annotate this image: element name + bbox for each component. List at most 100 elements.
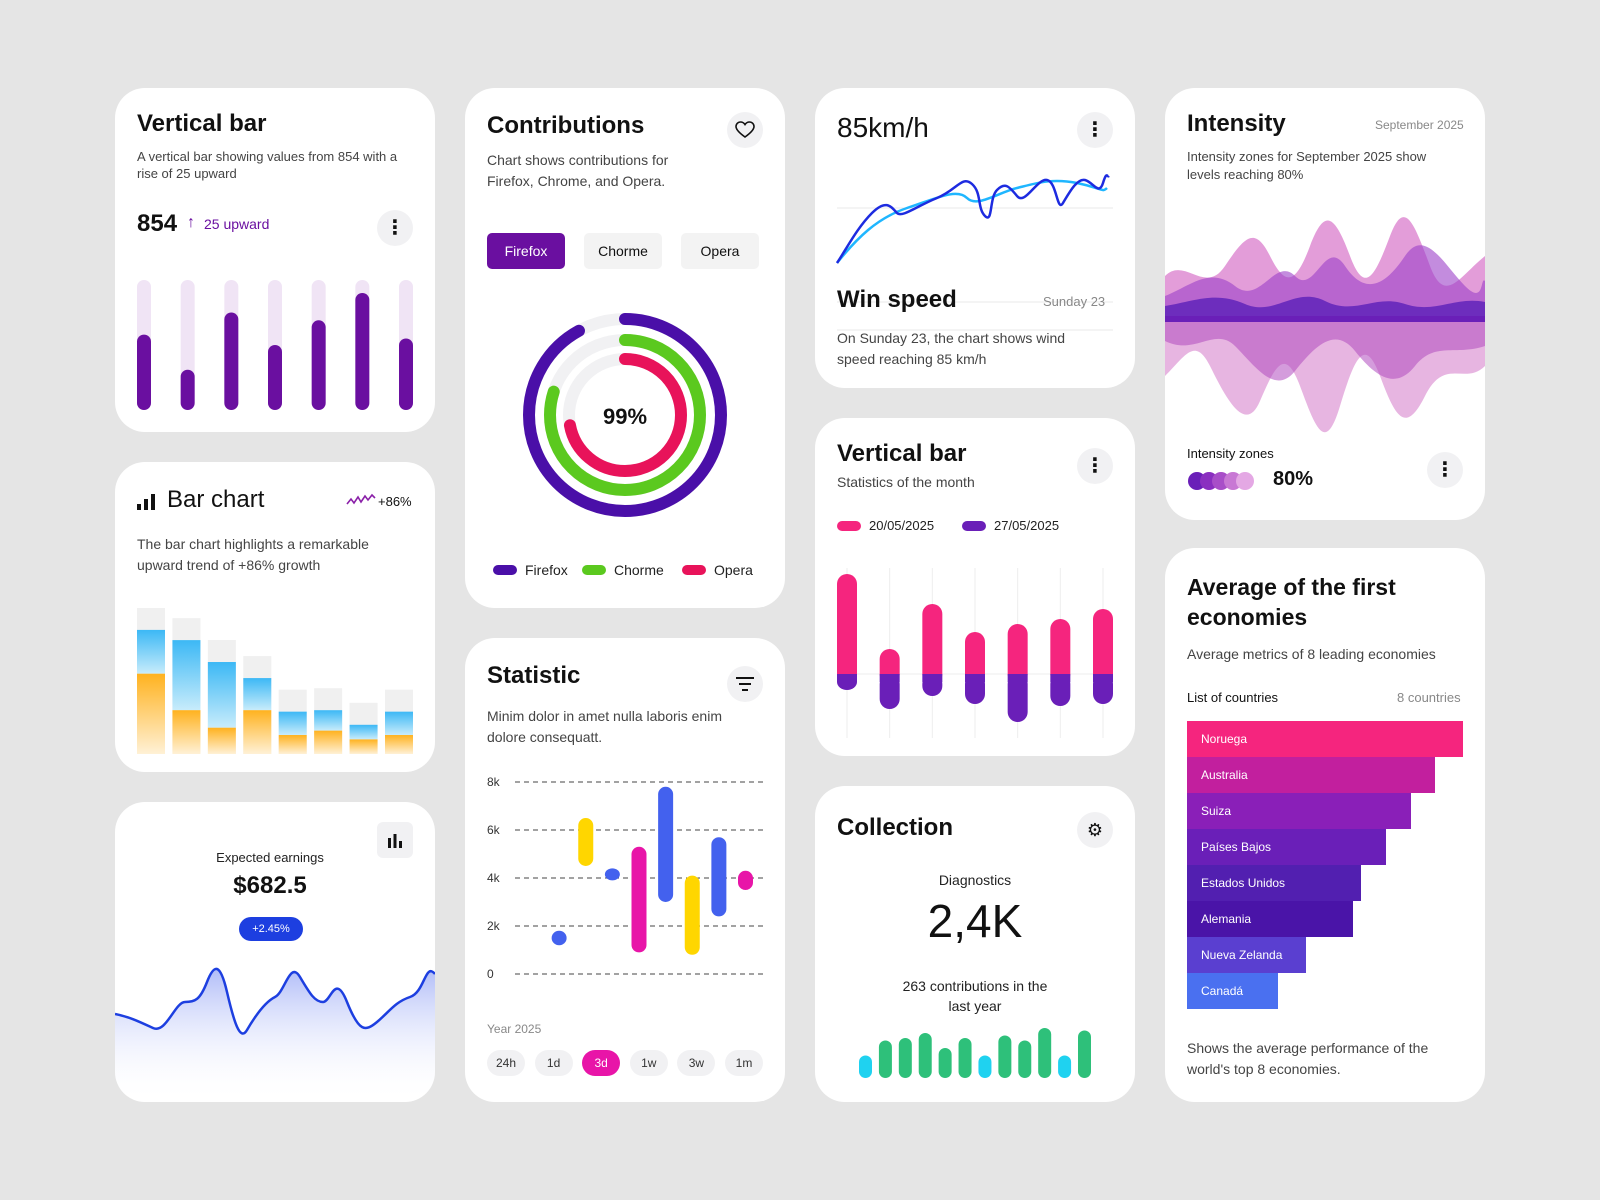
time-range-1m[interactable]: 1m <box>725 1050 763 1076</box>
intensity-value: 80% <box>1273 468 1314 490</box>
more-options-button[interactable]: ⋮ <box>377 210 413 246</box>
more-options-button[interactable]: ⋮ <box>1427 452 1463 488</box>
bar-negative <box>1007 674 1028 722</box>
legend-swatch <box>682 565 706 575</box>
bar-segment-blue <box>207 662 236 728</box>
bar <box>268 345 282 410</box>
bar-segment-blue <box>243 678 272 711</box>
bar <box>355 293 370 410</box>
bar-positive <box>965 632 985 684</box>
country-row[interactable]: Noruega <box>1187 721 1463 757</box>
bar-segment-orange <box>314 730 343 754</box>
chart-view-button[interactable] <box>377 822 413 858</box>
time-range-selector: 24h 1d 3d 1w 3w 1m <box>487 1050 763 1076</box>
contributions-note: 263 contributions in the last year <box>902 978 1048 1014</box>
bar-segment-blue <box>385 711 413 736</box>
bar-segment-orange <box>137 673 165 754</box>
filter-icon <box>736 677 754 691</box>
range-bar <box>658 786 674 902</box>
tab-firefox[interactable]: Firefox <box>487 233 565 269</box>
time-range-3d[interactable]: 3d <box>582 1050 621 1076</box>
y-tick-label: 2k <box>487 919 501 933</box>
range-bar <box>578 818 594 866</box>
ring-arc <box>544 334 706 496</box>
vertical-bar-month-card: Vertical bar Statistics of the month ⋮ 2… <box>815 418 1135 756</box>
kebab-icon: ⋮ <box>1085 119 1105 141</box>
settings-button[interactable]: ⚙ <box>1077 812 1113 848</box>
time-range-1w[interactable]: 1w <box>629 1050 668 1076</box>
country-row[interactable]: Nueva Zelanda <box>1187 937 1306 973</box>
card-title: Vertical bar <box>837 440 967 467</box>
mini-bar-chart <box>859 1028 1091 1078</box>
mini-bar <box>878 1040 892 1078</box>
card-title: Intensity <box>1187 110 1286 137</box>
gear-icon: ⚙ <box>1086 819 1104 840</box>
diverging-bar-chart <box>837 568 1113 738</box>
range-bar <box>711 837 727 917</box>
y-tick-label: 6k <box>487 823 501 837</box>
filter-button[interactable] <box>727 666 763 702</box>
time-range-3w[interactable]: 3w <box>677 1050 716 1076</box>
time-range-24h[interactable]: 24h <box>487 1050 525 1076</box>
bar-segment-blue <box>314 710 343 731</box>
heart-icon <box>735 121 755 138</box>
bar-segment-orange <box>172 710 201 754</box>
kebab-icon: ⋮ <box>385 217 405 239</box>
range-bar <box>604 868 620 881</box>
legend-opera: Opera <box>682 562 753 578</box>
earnings-area-chart <box>115 967 435 1102</box>
card-subtitle: On Sunday 23, the chart shows wind speed… <box>837 330 1066 367</box>
country-row[interactable]: Australia <box>1187 757 1436 793</box>
legend-date-2: 27/05/2025 <box>962 518 1059 533</box>
bar-segment-blue <box>172 640 201 711</box>
kebab-icon: ⋮ <box>1435 459 1455 481</box>
delta-text: 25 upward <box>204 216 270 232</box>
card-title: Statistic <box>487 662 581 689</box>
mini-bar <box>898 1038 912 1078</box>
bar-segment-orange <box>385 735 413 754</box>
card-subtitle: Statistics of the month <box>837 474 975 490</box>
bar <box>311 320 326 410</box>
bar <box>224 312 239 410</box>
legend-label: 20/05/2025 <box>869 518 935 533</box>
contributions-ring-chart <box>523 313 727 517</box>
country-row[interactable]: Suiza <box>1187 793 1411 829</box>
intensity-wave-chart <box>1165 217 1485 433</box>
diagnostics-value: 2,4K <box>927 895 1023 947</box>
country-row[interactable]: Estados Unidos <box>1187 865 1361 901</box>
ring-arc <box>563 353 687 477</box>
legend-date-1: 20/05/2025 <box>837 518 934 533</box>
card-title: Average of the first economies <box>1187 574 1396 630</box>
mini-bar <box>1038 1028 1052 1078</box>
bar-positive <box>1050 619 1071 684</box>
country-row[interactable]: Países Bajos <box>1187 829 1386 865</box>
country-row[interactable]: Alemania <box>1187 901 1353 937</box>
range-bar <box>738 870 753 890</box>
y-tick-label: 8k <box>487 775 501 789</box>
list-label: List of countries <box>1187 690 1279 705</box>
time-range-1d[interactable]: 1d <box>534 1050 573 1076</box>
bar-positive <box>1007 624 1028 684</box>
range-bar-chart: 8k 6k 4k 2k 0 <box>487 775 763 981</box>
legend-swatch <box>837 520 861 531</box>
trend-value: +86% <box>378 494 412 509</box>
range-bar <box>551 930 567 946</box>
zones-label: Intensity zones <box>1187 446 1274 461</box>
favorite-button[interactable] <box>727 112 763 148</box>
tab-chrome[interactable]: Chorme <box>584 233 662 269</box>
bar-segment-orange <box>278 735 307 754</box>
tab-opera[interactable]: Opera <box>681 233 759 269</box>
mini-bar <box>1058 1055 1072 1078</box>
bar-segment-blue <box>349 724 378 740</box>
bar-segment-orange <box>349 739 378 754</box>
bar-chart-card: Bar chart +86% The bar chart highlights … <box>115 462 435 772</box>
country-row[interactable]: Canadá <box>1187 973 1279 1009</box>
more-options-button[interactable]: ⋮ <box>1077 448 1113 484</box>
bar-positive <box>1093 609 1113 684</box>
more-options-button[interactable]: ⋮ <box>1077 112 1113 148</box>
ring-center-value: 99% <box>603 404 648 429</box>
year-label: Year 2025 <box>487 1022 542 1036</box>
range-bar <box>684 875 700 955</box>
speed-headline: 85km/h <box>837 112 929 143</box>
card-title: Vertical bar <box>137 110 267 137</box>
